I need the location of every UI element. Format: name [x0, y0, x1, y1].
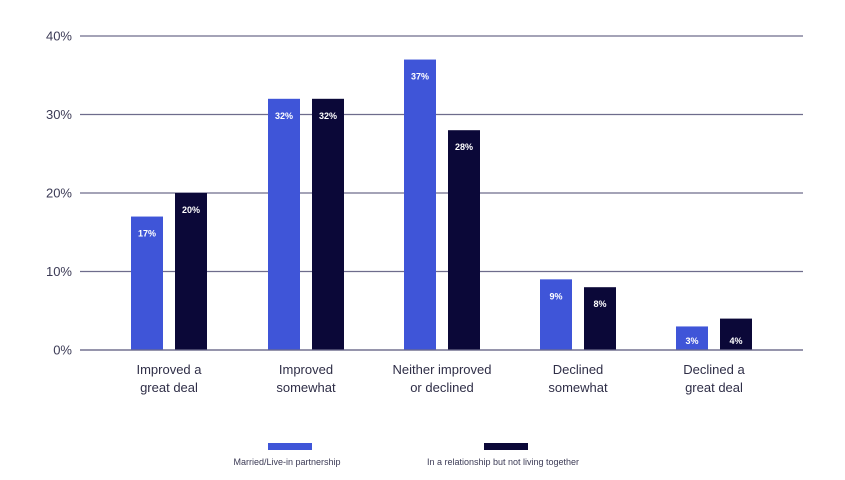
x-category-label: great deal: [140, 380, 198, 395]
legend-swatch: [268, 443, 312, 450]
bar-value-label: 3%: [685, 336, 698, 346]
x-category-label: somewhat: [548, 380, 608, 395]
x-category-label: Improved a: [136, 362, 202, 377]
y-tick-label: 30%: [46, 107, 72, 122]
x-category-label: Declined a: [683, 362, 745, 377]
bar: [404, 59, 436, 351]
y-tick-label: 20%: [46, 186, 72, 201]
bar: [540, 279, 572, 350]
y-tick-label: 0%: [53, 343, 72, 358]
y-tick-label: 10%: [46, 264, 72, 279]
x-category-label: or declined: [410, 380, 474, 395]
y-tick-label: 40%: [46, 29, 72, 44]
bar-value-label: 32%: [275, 111, 293, 121]
bar-value-label: 37%: [411, 72, 429, 82]
legend-label: Married/Live-in partnership: [233, 457, 340, 467]
bar: [720, 318, 752, 350]
x-category-label: somewhat: [276, 380, 336, 395]
x-category-label: Neither improved: [393, 362, 492, 377]
bar: [131, 216, 163, 350]
bar-value-label: 8%: [593, 299, 606, 309]
x-category-label: Improved: [279, 362, 333, 377]
bar: [448, 130, 480, 350]
bar-value-label: 20%: [182, 205, 200, 215]
legend-label: In a relationship but not living togethe…: [427, 457, 579, 467]
x-category-label: great deal: [685, 380, 743, 395]
bar: [676, 326, 708, 350]
bar: [268, 98, 300, 350]
bar-value-label: 28%: [455, 142, 473, 152]
bar: [584, 287, 616, 350]
legend-swatch: [484, 443, 528, 450]
bar: [175, 193, 207, 350]
x-category-label: Declined: [553, 362, 604, 377]
bar-value-label: 32%: [319, 111, 337, 121]
bar-value-label: 17%: [138, 229, 156, 239]
bar-value-label: 9%: [549, 291, 562, 301]
bar: [312, 98, 344, 350]
bar-value-label: 4%: [729, 336, 742, 346]
